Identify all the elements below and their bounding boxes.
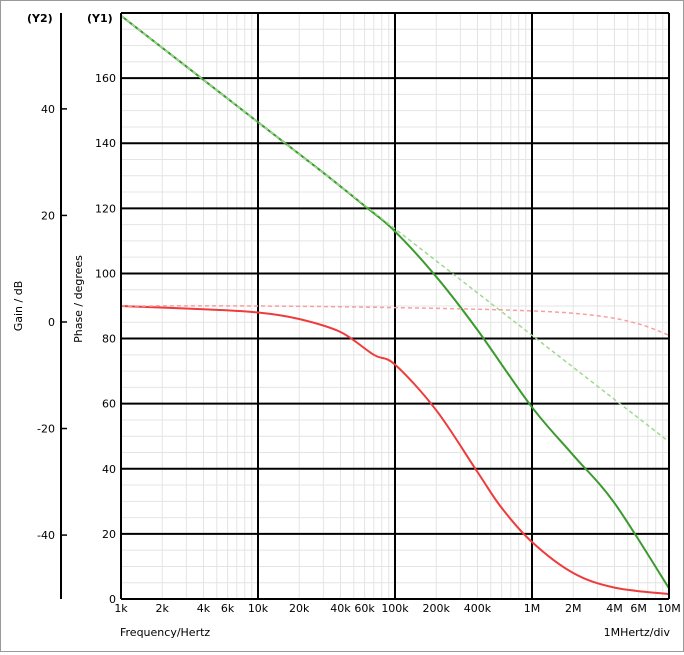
series-line-4 xyxy=(120,305,670,337)
y1-tick-label: 140 xyxy=(95,137,116,150)
x-tick-label: 100k xyxy=(381,602,409,615)
y2-tick-label: 40 xyxy=(41,103,55,116)
y1-axis-tag: (Y1) xyxy=(87,12,113,25)
x-tick-label: 400k xyxy=(464,602,492,615)
x-axis-label: Frequency/Hertz xyxy=(120,626,210,639)
y1-tick-label: 80 xyxy=(102,333,116,346)
y2-axis-tag: (Y2) xyxy=(27,12,53,25)
x-tick-label: 200k xyxy=(423,602,451,615)
x-tick-label: 6k xyxy=(221,602,235,615)
y1-tick-label: 40 xyxy=(102,463,116,476)
y2-axis-label: Gain / dB xyxy=(12,281,25,332)
series-line-3 xyxy=(120,305,670,596)
y1-tick-label: 20 xyxy=(102,528,116,541)
x-tick-label: 4M xyxy=(606,602,623,615)
minor-gridlines xyxy=(121,13,669,599)
y1-tick-label: 120 xyxy=(95,202,116,215)
y1-tick-label: 60 xyxy=(102,398,116,411)
x-tick-label: 60k xyxy=(354,602,375,615)
y2-tick-label: 20 xyxy=(41,209,55,222)
x-tick-label: 2M xyxy=(565,602,582,615)
y1-tick-label: 0 xyxy=(109,593,116,606)
x-tick-label: 20k xyxy=(289,602,310,615)
series-layer xyxy=(120,14,670,596)
x-division-label: 1MHertz/div xyxy=(604,626,671,639)
y2-tick-label: 0 xyxy=(48,316,55,329)
x-tick-label: 10k xyxy=(248,602,269,615)
x-tick-label: 10M xyxy=(657,602,681,615)
labels-layer: 0 20 40 60 80 100 120 140 160 -40 -20 0 20 40 1k 2k 4k 6k… xyxy=(37,72,681,615)
y1-tick-label: 160 xyxy=(95,72,116,85)
x-tick-label: 6M xyxy=(630,602,647,615)
y1-axis-label: Phase / degrees xyxy=(72,255,85,343)
y2-tick-label: -20 xyxy=(37,423,55,436)
x-tick-label: 2k xyxy=(156,602,170,615)
y1-tick-label: 100 xyxy=(95,267,116,280)
x-tick-label: 1M xyxy=(524,602,541,615)
x-tick-label: 40k xyxy=(330,602,351,615)
series-line-2 xyxy=(120,15,670,443)
axes-layer xyxy=(60,13,670,600)
x-tick-label: 1k xyxy=(114,602,128,615)
y2-tick-label: -40 xyxy=(37,529,55,542)
x-tick-label: 4k xyxy=(197,602,211,615)
